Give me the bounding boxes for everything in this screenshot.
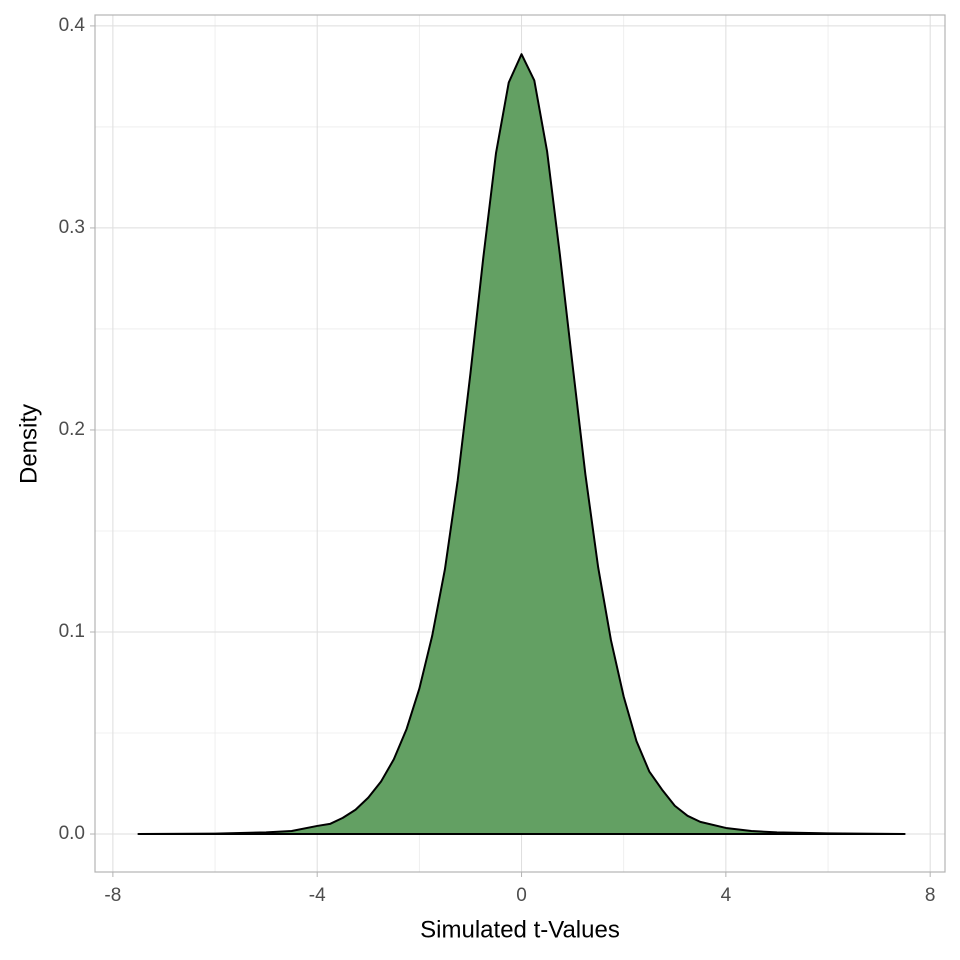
x-tick-label: 8 (925, 885, 936, 906)
x-tick-label: 0 (516, 885, 527, 906)
y-tick-label: 0.4 (59, 15, 86, 36)
x-tick-label: -4 (309, 885, 326, 906)
density-area (137, 53, 906, 836)
y-tick-label: 0.2 (59, 419, 85, 440)
x-axis-title: Simulated t-Values (420, 916, 620, 943)
y-tick-label: 0.1 (59, 621, 85, 642)
panel-border (94, 14, 946, 873)
y-axis-title: Density (15, 404, 42, 484)
x-tick-label: -8 (104, 885, 121, 906)
x-tick-label: 4 (721, 885, 732, 906)
y-tick-label: 0.0 (59, 823, 85, 844)
y-tick-label: 0.3 (59, 217, 85, 238)
